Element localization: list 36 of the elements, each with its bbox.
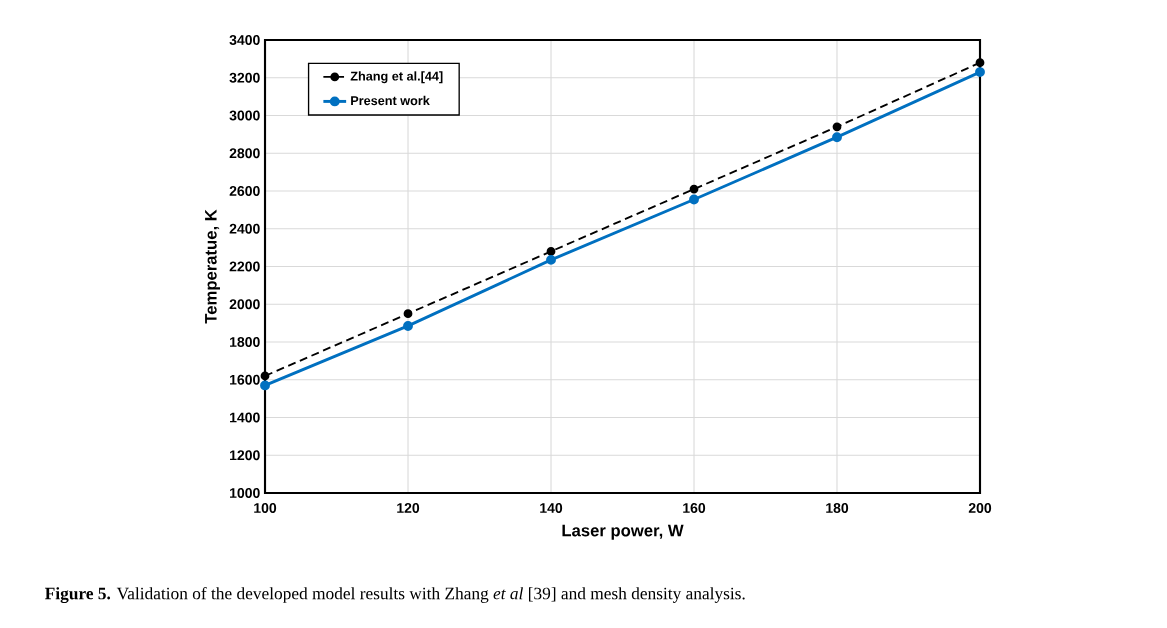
point (403, 321, 413, 331)
y-tick-label: 1600 (230, 374, 260, 385)
x-tick-label: 180 (826, 503, 849, 513)
y-tick-label: 3400 (229, 35, 260, 45)
x-axis-title: Laser power, W (562, 524, 684, 540)
x-tick-label: 140 (540, 503, 563, 513)
point (975, 67, 985, 78)
y-tick-label: 2000 (229, 299, 260, 310)
legend-label: Present work (351, 95, 430, 106)
point (689, 184, 699, 194)
point (975, 58, 985, 68)
point (689, 194, 699, 205)
y-tick-label: 2400 (229, 223, 260, 234)
point (832, 122, 842, 132)
y-tick-label: 2600 (229, 186, 260, 196)
y-axis-title: Temperatue, K (205, 209, 220, 324)
y-tick-label: 1800 (230, 337, 260, 347)
point (260, 371, 270, 381)
x-tick-label: 100 (254, 503, 277, 513)
y-tick-label: 2200 (229, 261, 260, 272)
y-tick-label: 1400 (230, 412, 260, 423)
y-tick-label: 1200 (230, 450, 260, 461)
y-tick-label: 3000 (229, 110, 260, 121)
point (260, 380, 270, 391)
y-tick-label: 2800 (229, 148, 260, 159)
y-tick-label: 3200 (229, 72, 260, 83)
legend-label: Zhang et al.[44] (350, 71, 443, 84)
point (403, 309, 413, 319)
point (546, 254, 556, 265)
x-tick-label: 200 (968, 503, 992, 513)
x-tick-label: 120 (397, 503, 420, 513)
point (546, 246, 556, 256)
text: Figure 5. Validation of the developed model results with Zhang et al [39] and mesh density analysis. (45, 586, 745, 603)
point (832, 132, 842, 143)
x-tick-label: 160 (683, 503, 706, 513)
y-tick-label: 1000 (230, 488, 260, 498)
